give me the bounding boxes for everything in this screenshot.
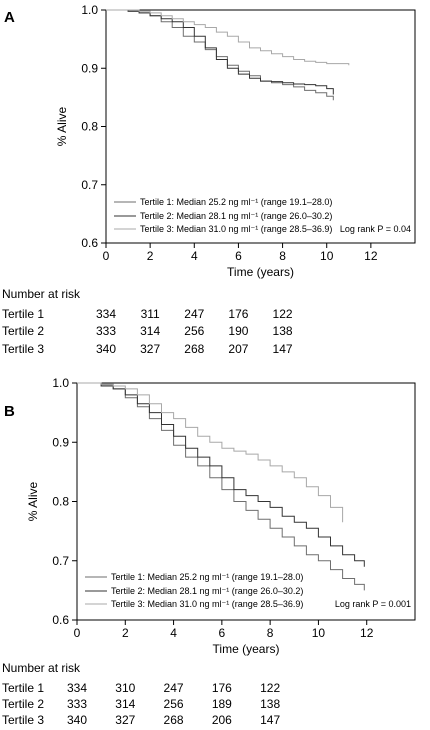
risk-cell: 314 (115, 697, 135, 711)
x-tick-label: 4 (170, 626, 177, 640)
risk-cell: 138 (260, 697, 280, 711)
risk-cell: 206 (212, 713, 232, 727)
series-line-tertile-3 (77, 382, 344, 523)
risk-cell: 122 (260, 681, 280, 695)
risk-cell: 333 (96, 324, 116, 338)
risk-cell: 327 (115, 713, 135, 727)
x-tick-label: 2 (122, 626, 129, 640)
series-line-tertile-1 (106, 9, 334, 101)
x-tick-label: 4 (191, 249, 198, 263)
y-axis-label: % Alive (55, 107, 69, 147)
risk-cell: 334 (96, 307, 116, 321)
y-tick-label: 1.0 (52, 376, 69, 390)
legend-entry: Tertile 3: Median 31.0 ng ml⁻¹ (range 28… (140, 224, 332, 234)
x-tick-label: 0 (103, 249, 110, 263)
log-rank-annotation: Log rank P = 0.001 (335, 599, 411, 609)
y-tick-label: 0.7 (52, 554, 69, 568)
risk-cell: 147 (260, 713, 280, 727)
series-line-tertile-3 (106, 9, 350, 66)
risk-row-label: Tertile 1 (2, 681, 44, 695)
legend-entry: Tertile 1: Median 25.2 ng ml⁻¹ (range 19… (140, 197, 332, 207)
risk-cell: 190 (228, 324, 248, 338)
risk-row-label: Tertile 1 (2, 307, 44, 321)
risk-cell: 176 (212, 681, 232, 695)
x-tick-label: 0 (74, 626, 81, 640)
y-tick-label: 0.8 (52, 495, 69, 509)
risk-row-label: Tertile 3 (2, 342, 44, 356)
risk-cell: 189 (212, 697, 232, 711)
legend-entry: Tertile 2: Median 28.1 ng ml⁻¹ (range 26… (111, 586, 303, 596)
y-tick-label: 0.9 (81, 61, 98, 75)
x-tick-label: 6 (219, 626, 226, 640)
y-tick-label: 0.6 (81, 236, 98, 250)
risk-cell: 247 (164, 681, 184, 695)
risk-table-title: Number at risk (2, 287, 81, 301)
y-tick-label: 0.8 (81, 120, 98, 134)
risk-cell: 314 (140, 324, 160, 338)
risk-cell: 122 (273, 307, 293, 321)
series-line-tertile-2 (77, 382, 365, 567)
series-line-tertile-1 (77, 382, 365, 591)
log-rank-annotation: Log rank P = 0.04 (340, 224, 411, 234)
x-tick-label: 6 (235, 249, 242, 263)
series-line-tertile-2 (106, 9, 334, 95)
risk-row-label: Tertile 2 (2, 324, 44, 338)
risk-cell: 176 (228, 307, 248, 321)
risk-row-label: Tertile 2 (2, 697, 44, 711)
y-tick-label: 0.6 (52, 613, 69, 627)
risk-cell: 147 (273, 342, 293, 356)
risk-cell: 247 (184, 307, 204, 321)
risk-cell: 340 (96, 342, 116, 356)
risk-cell: 334 (67, 681, 87, 695)
risk-cell: 256 (184, 324, 204, 338)
plot-frame (105, 9, 416, 244)
x-tick-label: 10 (320, 249, 334, 263)
y-tick-label: 1.0 (81, 3, 98, 17)
legend-entry: Tertile 1: Median 25.2 ng ml⁻¹ (range 19… (111, 572, 303, 582)
risk-cell: 310 (115, 681, 135, 695)
risk-row-label: Tertile 3 (2, 713, 44, 727)
risk-cell: 207 (228, 342, 248, 356)
chart-panel-b: B 0 2 4 6 8 10 12 0.6 0.7 0.8 0.9 1.0 Time (years) % A… (2, 376, 416, 727)
risk-cell: 268 (184, 342, 204, 356)
x-axis-label: Time (years) (213, 642, 280, 656)
legend-entry: Tertile 2: Median 28.1 ng ml⁻¹ (range 26… (140, 211, 332, 221)
risk-cell: 340 (67, 713, 87, 727)
risk-cell: 256 (164, 697, 184, 711)
risk-cell: 268 (164, 713, 184, 727)
x-tick-label: 12 (364, 249, 378, 263)
risk-cell: 327 (140, 342, 160, 356)
x-tick-label: 2 (147, 249, 154, 263)
panel-label: B (4, 403, 15, 420)
y-axis-label: % Alive (26, 482, 40, 522)
risk-table-title: Number at risk (2, 661, 81, 675)
y-tick-label: 0.7 (81, 178, 98, 192)
chart-panel-a: A 0 2 4 6 8 10 12 0.6 0.7 0.8 0.9 1.0 Time (years) % A… (2, 3, 416, 356)
legend-entry: Tertile 3: Median 31.0 ng ml⁻¹ (range 28… (111, 599, 303, 609)
x-tick-label: 10 (312, 626, 326, 640)
x-tick-label: 8 (267, 626, 274, 640)
x-axis-label: Time (years) (227, 265, 294, 279)
risk-cell: 311 (141, 307, 160, 321)
panel-label: A (4, 9, 15, 26)
x-tick-label: 12 (360, 626, 374, 640)
risk-cell: 138 (273, 324, 293, 338)
risk-cell: 333 (67, 697, 87, 711)
x-tick-label: 8 (279, 249, 286, 263)
y-tick-label: 0.9 (52, 435, 69, 449)
